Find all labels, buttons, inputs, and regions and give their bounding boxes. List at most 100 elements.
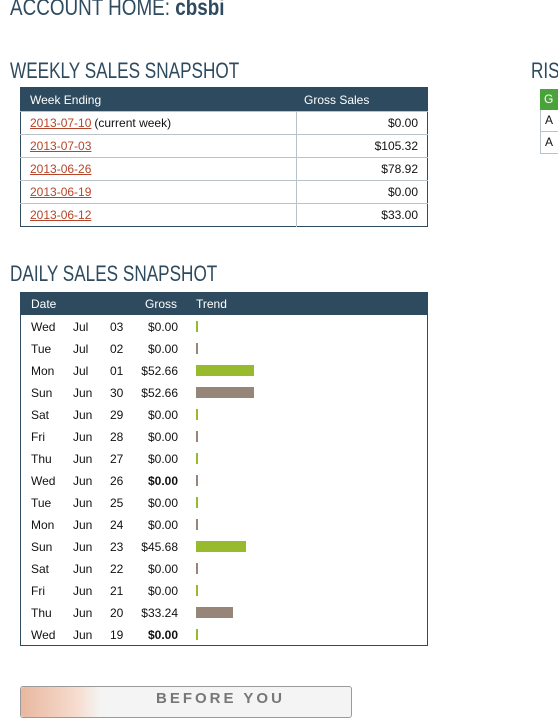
day-of-week: Sun	[31, 386, 53, 400]
trend-bar	[196, 475, 198, 486]
month: Jun	[73, 452, 93, 466]
month: Jun	[73, 496, 93, 510]
month: Jun	[73, 606, 93, 620]
daily-row: Sun Jun 30 $52.66	[21, 382, 427, 404]
gross-sales-cell: $0.00	[296, 111, 428, 135]
day-of-week: Mon	[31, 518, 55, 532]
week-ending-cell: 2013-07-10 (current week)	[20, 111, 297, 135]
week-ending-link[interactable]: 2013-06-12	[30, 208, 92, 222]
week-ending-link[interactable]: 2013-07-10	[30, 116, 92, 130]
daily-row: Wed Jun 26 $0.00	[21, 470, 427, 492]
promo-banner[interactable]: BEFORE YOU	[20, 686, 352, 718]
col-week-ending: Week Ending	[20, 87, 296, 112]
day-of-week: Wed	[31, 628, 56, 642]
daily-row: Tue Jul 02 $0.00	[21, 338, 427, 360]
day-of-month: 01	[110, 364, 124, 378]
account-username: cbsbi	[175, 0, 225, 20]
banner-text: BEFORE YOU	[156, 690, 285, 707]
daily-row: Tue Jun 25 $0.00	[21, 492, 427, 514]
gross-amount: $33.24	[141, 606, 178, 620]
weekly-sales-table: Week Ending Gross Sales 2013-07-10 (curre…	[20, 87, 428, 227]
gross-amount: $52.66	[141, 386, 178, 400]
gross-sales-cell: $105.32	[296, 134, 428, 158]
banner-image	[21, 687, 101, 717]
month: Jun	[73, 628, 93, 642]
trend-bar	[196, 629, 198, 640]
day-of-month: 19	[110, 628, 124, 642]
day-of-month: 02	[110, 342, 124, 356]
day-of-week: Thu	[31, 452, 52, 466]
day-of-month: 21	[110, 584, 124, 598]
day-of-week: Wed	[31, 474, 56, 488]
week-ending-cell: 2013-07-03	[20, 134, 297, 158]
right-panel-cell: A	[540, 110, 558, 132]
day-of-week: Tue	[31, 342, 52, 356]
right-panel-header: G	[540, 89, 558, 110]
trend-bar	[196, 541, 246, 552]
daily-row: Wed Jul 03 $0.00	[21, 316, 427, 338]
weekly-row: 2013-07-10 (current week) $0.00	[20, 111, 428, 135]
day-of-month: 29	[110, 408, 124, 422]
trend-bar	[196, 563, 198, 574]
day-of-week: Sun	[31, 540, 53, 554]
weekly-row: 2013-06-26 $78.92	[20, 157, 428, 181]
daily-row: Thu Jun 27 $0.00	[21, 448, 427, 470]
col-gross-sales: Gross Sales	[296, 87, 428, 112]
trend-bar	[196, 585, 198, 596]
gross-amount: $0.00	[147, 584, 178, 598]
month: Jul	[73, 364, 89, 378]
day-of-week: Thu	[31, 606, 52, 620]
gross-amount: $0.00	[147, 430, 178, 444]
week-ending-cell: 2013-06-19	[20, 180, 297, 204]
page-title: ACCOUNT HOME: cbsbi	[10, 0, 224, 21]
month: Jun	[73, 408, 93, 422]
month: Jun	[73, 562, 93, 576]
day-of-week: Sat	[31, 408, 50, 422]
week-ending-link[interactable]: 2013-06-26	[30, 162, 92, 176]
day-of-month: 30	[110, 386, 124, 400]
gross-amount: $45.68	[141, 540, 178, 554]
gross-amount: $52.66	[141, 364, 178, 378]
weekly-row: 2013-06-19 $0.00	[20, 180, 428, 204]
daily-header-row: Date Gross Trend	[21, 293, 427, 315]
week-ending-link[interactable]: 2013-07-03	[30, 139, 92, 153]
weekly-sales-title: WEEKLY SALES SNAPSHOT	[10, 58, 240, 83]
daily-row: Fri Jun 28 $0.00	[21, 426, 427, 448]
daily-row: Thu Jun 20 $33.24	[21, 602, 427, 624]
daily-row: Sun Jun 23 $45.68	[21, 536, 427, 558]
week-ending-link[interactable]: 2013-06-19	[30, 185, 92, 199]
gross-amount: $0.00	[147, 320, 178, 334]
weekly-row: 2013-07-03 $105.32	[20, 134, 428, 158]
gross-amount: $0.00	[147, 452, 178, 466]
gross-amount: $0.00	[147, 496, 178, 510]
trend-bar	[196, 365, 254, 376]
gross-amount: $0.00	[147, 342, 178, 356]
trend-bar	[196, 321, 198, 332]
trend-bar	[196, 607, 233, 618]
col-trend: Trend	[196, 297, 227, 311]
day-of-month: 27	[110, 452, 124, 466]
daily-row: Sat Jun 22 $0.00	[21, 558, 427, 580]
gross-sales-cell: $0.00	[296, 180, 428, 204]
month: Jun	[73, 540, 93, 554]
day-of-month: 20	[110, 606, 124, 620]
trend-bar	[196, 387, 254, 398]
daily-row: Wed Jun 19 $0.00	[21, 624, 427, 646]
right-section-title: RIS	[531, 58, 558, 83]
day-of-month: 03	[110, 320, 124, 334]
month: Jun	[73, 518, 93, 532]
trend-bar	[196, 453, 198, 464]
day-of-month: 23	[110, 540, 124, 554]
right-panel-table: G A A	[540, 89, 558, 154]
weekly-header-row: Week Ending Gross Sales	[20, 87, 428, 112]
gross-amount: $0.00	[147, 518, 178, 532]
month: Jul	[73, 342, 89, 356]
day-of-week: Mon	[31, 364, 55, 378]
gross-sales-cell: $33.00	[296, 203, 428, 227]
trend-bar	[196, 431, 198, 442]
daily-row: Mon Jul 01 $52.66	[21, 360, 427, 382]
daily-row: Fri Jun 21 $0.00	[21, 580, 427, 602]
gross-amount: $0.00	[147, 408, 178, 422]
day-of-week: Fri	[31, 430, 45, 444]
month: Jun	[73, 430, 93, 444]
